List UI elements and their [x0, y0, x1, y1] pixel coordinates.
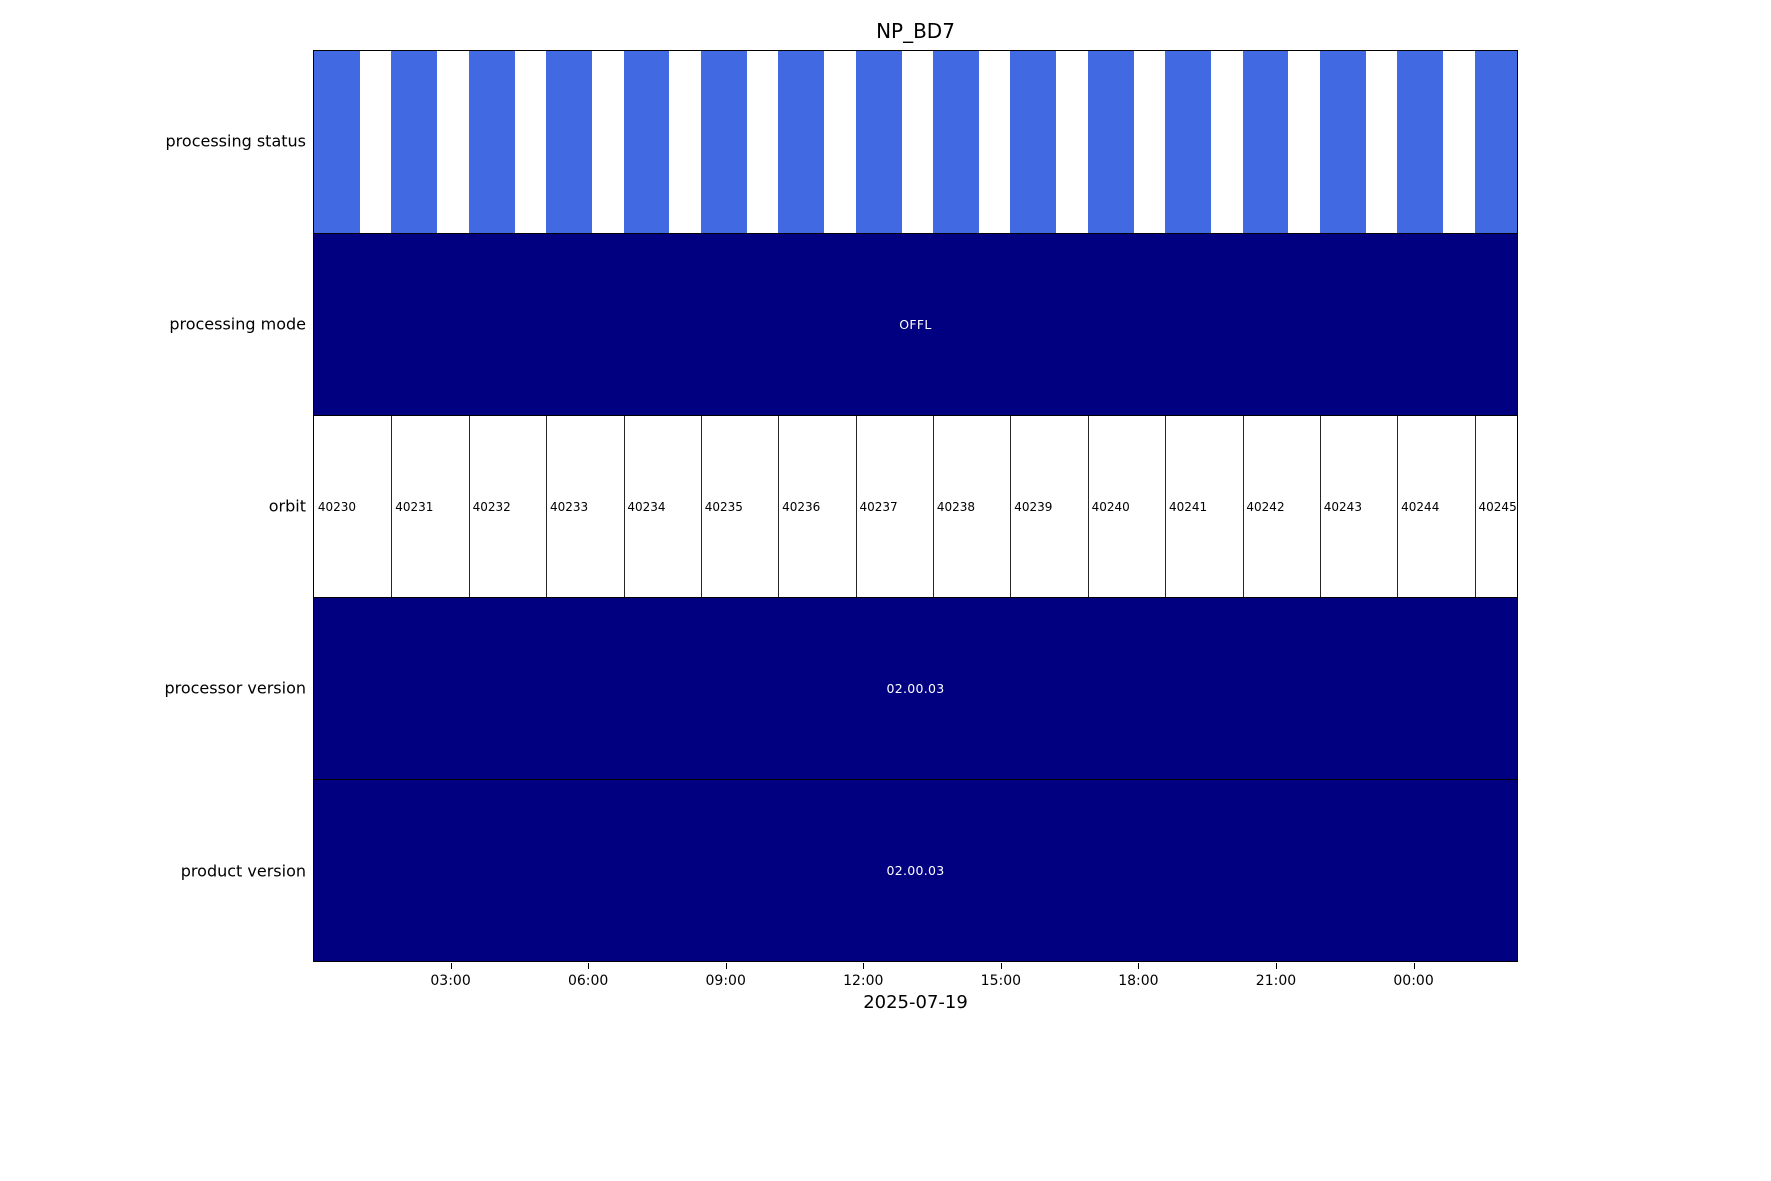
x-tick-label: 09:00	[705, 973, 746, 989]
orbit-separator	[1087, 416, 1089, 597]
x-tick-label: 03:00	[430, 973, 471, 989]
orbit-number: 40230	[317, 499, 357, 514]
granule-bar	[1165, 51, 1212, 233]
row-label-product-version: product version	[180, 861, 306, 881]
granule-bar	[468, 51, 515, 233]
granule-bar	[1242, 51, 1289, 233]
row-label-processor-version: processor version	[164, 678, 306, 698]
x-tick-mark	[1275, 963, 1277, 969]
x-tick-label: 06:00	[567, 973, 609, 989]
orbit-separator	[1010, 416, 1012, 597]
granule-bar	[855, 51, 902, 233]
x-tick-label: 12:00	[843, 973, 884, 989]
processing-mode-value: OFFL	[899, 317, 932, 332]
orbit-separator	[1165, 416, 1167, 597]
x-tick-mark	[1000, 963, 1002, 969]
plot-area: OFFL 40230 40231 40232 40233 40234 40235 40236…	[313, 50, 1518, 962]
processor-version-band: 02.00.03	[314, 597, 1517, 779]
orbit-number: 40241	[1169, 499, 1208, 514]
orbit-separator	[623, 416, 625, 597]
orbit-separator	[855, 416, 857, 597]
processing-mode-band: OFFL	[314, 233, 1517, 415]
x-tick-label: 18:00	[1118, 973, 1159, 989]
orbit-separator	[1242, 416, 1244, 597]
orbit-number: 40243	[1323, 499, 1362, 514]
orbit-separator	[1397, 416, 1399, 597]
granule-bar	[546, 51, 593, 233]
x-axis: 03:00 06:00 09:00 12:00 15:00 18:00 21:00 00:00	[313, 963, 1518, 1005]
x-tick-mark	[450, 963, 452, 969]
granule-bar	[933, 51, 979, 233]
x-tick-mark	[1413, 963, 1415, 969]
granule-bar	[314, 51, 360, 233]
x-axis-label: 2025-07-19	[863, 992, 968, 1013]
orbit-number: 40238	[936, 499, 976, 514]
orbit-number: 40233	[550, 499, 589, 514]
orbit-separator	[700, 416, 702, 597]
x-tick-mark	[588, 963, 590, 969]
granule-bar	[391, 51, 438, 233]
granule-bar	[1087, 51, 1134, 233]
orbit-number: 40245	[1478, 499, 1517, 514]
granule-bar	[1397, 51, 1444, 233]
orbit-row: 40230 40231 40232 40233 40234 40235 40236 40237…	[314, 415, 1517, 597]
granule-bar	[1010, 51, 1057, 233]
processor-version-value: 02.00.03	[886, 681, 945, 696]
orbit-separator	[778, 416, 780, 597]
x-tick-mark	[863, 963, 865, 969]
orbit-number: 40244	[1401, 499, 1440, 514]
granule-bar	[700, 51, 747, 233]
orbit-separator	[546, 416, 548, 597]
orbit-number: 40240	[1091, 499, 1130, 514]
granule-bar	[1319, 51, 1366, 233]
row-label-processing-mode: processing mode	[169, 314, 306, 334]
x-tick-mark	[1138, 963, 1140, 969]
product-version-value: 02.00.03	[886, 863, 945, 878]
x-tick-label: 21:00	[1255, 973, 1297, 989]
granule-bar	[778, 51, 825, 233]
orbit-number: 40236	[782, 499, 821, 514]
processing-status-row	[314, 51, 1517, 233]
orbit-separator	[468, 416, 470, 597]
product-version-band: 02.00.03	[314, 779, 1517, 961]
orbit-number: 40237	[859, 499, 898, 514]
x-tick-label: 00:00	[1393, 973, 1434, 989]
x-tick-label: 15:00	[980, 973, 1022, 989]
orbit-number: 40239	[1014, 499, 1053, 514]
orbit-number: 40234	[627, 499, 666, 514]
orbit-separator	[1319, 416, 1321, 597]
orbit-number: 40242	[1246, 499, 1285, 514]
x-tick-mark	[725, 963, 727, 969]
orbit-separator	[1474, 416, 1476, 597]
row-label-processing-status: processing status	[165, 131, 306, 151]
orbit-number: 40231	[395, 499, 434, 514]
row-label-orbit: orbit	[268, 496, 306, 516]
orbit-separator	[391, 416, 393, 597]
orbit-number: 40232	[472, 499, 511, 514]
granule-bar	[1474, 51, 1517, 233]
granule-bar	[623, 51, 670, 233]
chart-title: NP_BD7	[876, 19, 955, 43]
orbit-number: 40235	[704, 499, 743, 514]
orbit-separator	[933, 416, 935, 597]
